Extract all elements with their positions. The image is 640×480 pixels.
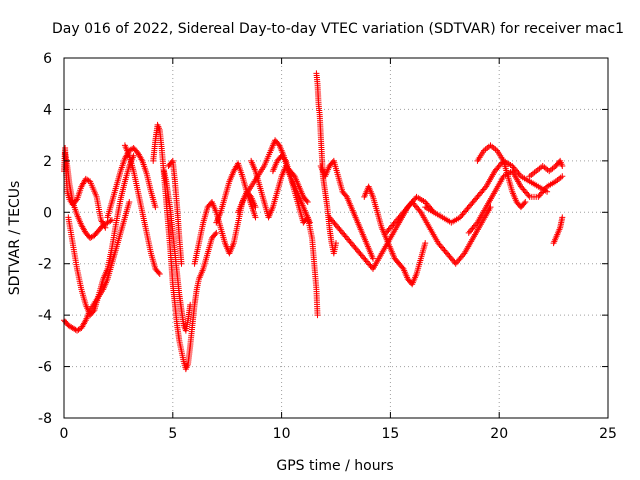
data-point	[72, 197, 79, 204]
x-tick-label: 0	[60, 426, 69, 442]
x-tick-label: 10	[273, 426, 291, 442]
data-point	[252, 214, 259, 221]
x-tick-label: 25	[599, 426, 617, 442]
y-axis-label: SDTVAR / TECUs	[7, 181, 23, 296]
y-tick-label: -2	[38, 257, 52, 273]
data-point	[473, 221, 480, 228]
data-point	[559, 163, 566, 169]
axis-ticks	[63, 57, 609, 419]
y-tick-label: 4	[43, 102, 52, 118]
y-tick-label: 6	[43, 51, 52, 67]
data-point	[213, 229, 220, 236]
plot-frame	[63, 57, 609, 419]
y-tick-label: -4	[38, 308, 52, 324]
data-point	[342, 192, 349, 199]
data-point	[521, 200, 528, 207]
x-tick-labels: 0 5 10 15 20 25	[60, 426, 617, 442]
y-tick-label: 0	[43, 205, 52, 221]
y-tick-labels: -8 -6 -4 -2 0 2 4 6	[38, 51, 52, 427]
data-point	[156, 271, 163, 277]
data-point	[107, 217, 114, 224]
data-point	[559, 173, 566, 180]
data-point	[303, 197, 310, 204]
data-point	[281, 156, 288, 163]
data-point	[155, 269, 162, 276]
data-point	[422, 240, 429, 247]
data-point	[152, 204, 159, 211]
x-tick-label: 15	[381, 426, 399, 442]
data-point	[399, 264, 406, 271]
data-point	[187, 301, 194, 308]
y-tick-label: -8	[38, 411, 52, 427]
x-tick-label: 5	[168, 426, 177, 442]
data-point	[212, 231, 219, 238]
data-point	[559, 214, 566, 221]
data-point	[525, 192, 532, 199]
data-point	[126, 199, 133, 205]
data-point	[304, 199, 311, 205]
data-point	[333, 240, 339, 247]
data-point	[416, 207, 423, 214]
y-tick-label: 2	[43, 154, 52, 170]
x-axis-label: GPS time / hours	[276, 458, 393, 474]
data-point	[522, 199, 529, 205]
data-point	[460, 251, 467, 258]
y-tick-label: -6	[38, 360, 52, 376]
data-points	[61, 70, 566, 373]
data-point	[178, 260, 185, 267]
chart-title: Day 016 of 2022, Sidereal Day-to-day VTE…	[52, 21, 624, 37]
data-point	[314, 312, 321, 319]
data-point	[481, 185, 488, 192]
data-point	[369, 255, 376, 262]
x-tick-label: 20	[490, 426, 508, 442]
data-point	[90, 308, 97, 315]
